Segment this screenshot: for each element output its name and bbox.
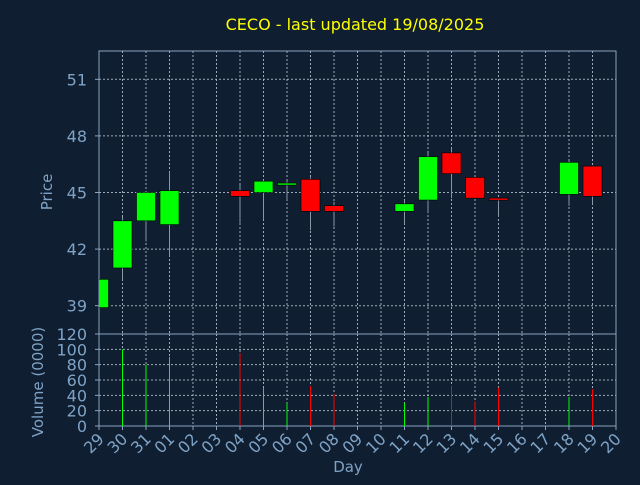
- candle-body: [488, 197, 509, 201]
- volume-tick-label: 20: [67, 402, 87, 421]
- volume-tick-label: 60: [67, 371, 87, 390]
- day-tick-label: 20: [597, 429, 625, 457]
- candle-body: [465, 177, 485, 199]
- candle-body: [159, 190, 180, 225]
- candle-body: [394, 203, 415, 212]
- price-tick-label: 42: [67, 240, 87, 259]
- candle-body: [277, 182, 297, 186]
- plot-frames: [95, 50, 617, 430]
- price-axis-label: Price: [38, 174, 56, 211]
- candle-body: [300, 178, 321, 212]
- day-axis-label: Day: [333, 458, 363, 476]
- candle-body: [253, 180, 274, 193]
- volume-tick-label: 100: [56, 340, 87, 359]
- volume-tick-label: 0: [77, 417, 87, 436]
- candle-body: [441, 152, 462, 174]
- price-tick-label: 51: [67, 70, 87, 89]
- volume-axis-label: Volume (0000): [29, 327, 47, 437]
- price-tick-label: 48: [67, 127, 87, 146]
- candlesticks: [99, 149, 603, 308]
- chart-title: CECO - last updated 19/08/2025: [226, 15, 485, 34]
- volume-bars: [122, 349, 593, 426]
- volume-tick-label: 80: [67, 356, 87, 375]
- grid-lines: [98, 51, 617, 427]
- candle-body: [324, 205, 344, 212]
- day-tick-labels: 2930310102030405060708091011121314151617…: [80, 429, 625, 457]
- candle-body: [418, 156, 438, 201]
- candle-body: [112, 220, 133, 269]
- candle-body: [99, 278, 109, 308]
- volume-tick-label: 120: [56, 325, 87, 344]
- volume-tick-label: 40: [67, 386, 87, 405]
- price-tick-label: 45: [67, 184, 87, 203]
- candle-body: [230, 190, 250, 197]
- price-tick-label: 39: [67, 297, 87, 316]
- candle-body: [136, 192, 156, 222]
- candle-body: [559, 162, 579, 195]
- candle-body: [582, 165, 603, 197]
- price-tick-labels: 39 42 45 48 51: [67, 70, 87, 315]
